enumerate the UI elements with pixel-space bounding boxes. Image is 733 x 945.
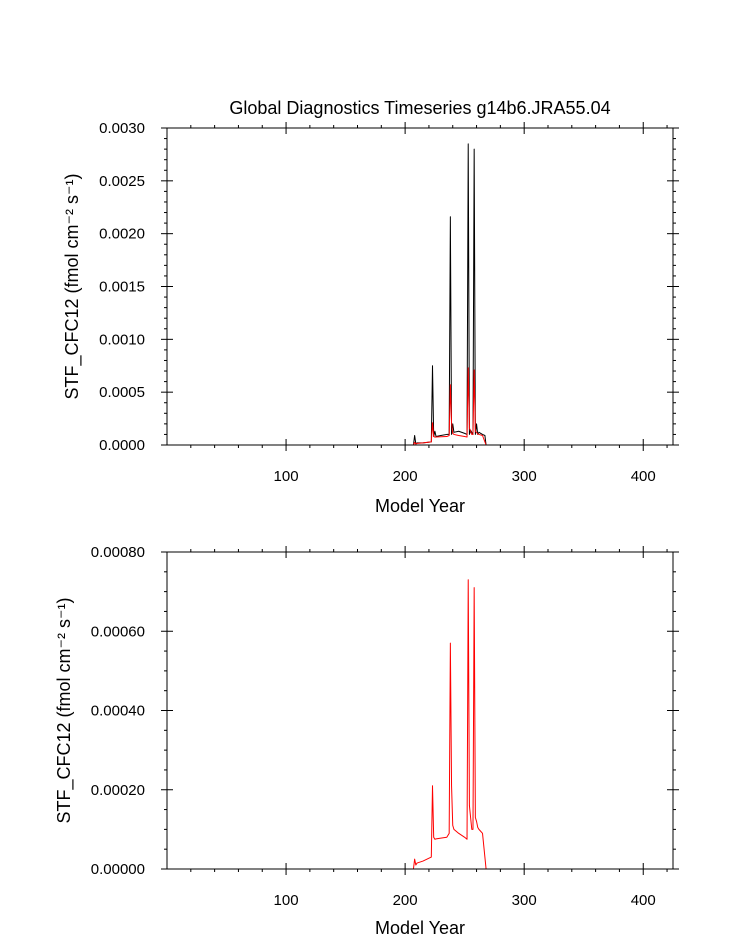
y-tick-label: 0.0015 [99, 279, 145, 296]
y-tick-label: 0.0005 [99, 384, 145, 401]
y-tick-label: 0.0010 [99, 331, 145, 348]
y-axis-label: STF_CFC12 (fmol cm⁻² s⁻¹) [54, 597, 75, 823]
y-tick-label: 0.0025 [99, 173, 145, 190]
x-tick-label: 400 [631, 468, 656, 485]
x-axis-label: Model Year [375, 496, 465, 516]
y-tick-label: 0.00060 [91, 623, 145, 640]
top-panel: 100 200 300 400 0.0000 0.0005 0.0010 0.0015 0.00… [62, 120, 679, 516]
plot-frame [166, 127, 674, 446]
series-line-black [167, 143, 673, 446]
x-tick-label: 100 [274, 892, 299, 909]
y-axis-label: STF_CFC12 (fmol cm⁻² s⁻¹) [62, 173, 83, 399]
y-tick-label: 0.00020 [91, 782, 145, 799]
x-tick-label: 100 [274, 468, 299, 485]
x-tick-label: 400 [631, 892, 656, 909]
y-tick-label: 0.00040 [91, 703, 145, 720]
x-tick-label: 300 [512, 892, 537, 909]
x-axis-label: Model Year [375, 918, 465, 938]
series-line-red [167, 579, 673, 870]
series-line-red [167, 367, 673, 446]
plot-frame [166, 551, 674, 870]
y-tick-label: 0.0000 [99, 437, 145, 454]
bottom-panel: 100 200 300 400 0.00000 0.00020 0.00040 0.00060… [54, 544, 679, 938]
chart-title: Global Diagnostics Timeseries g14b6.JRA5… [229, 98, 610, 118]
y-tick-label: 0.00000 [91, 861, 145, 878]
x-tick-label: 200 [393, 892, 418, 909]
x-tick-label: 200 [393, 468, 418, 485]
y-tick-label: 0.00080 [91, 544, 145, 561]
y-tick-label: 0.0030 [99, 120, 145, 137]
x-tick-label: 300 [512, 468, 537, 485]
y-tick-label: 0.0020 [99, 226, 145, 243]
